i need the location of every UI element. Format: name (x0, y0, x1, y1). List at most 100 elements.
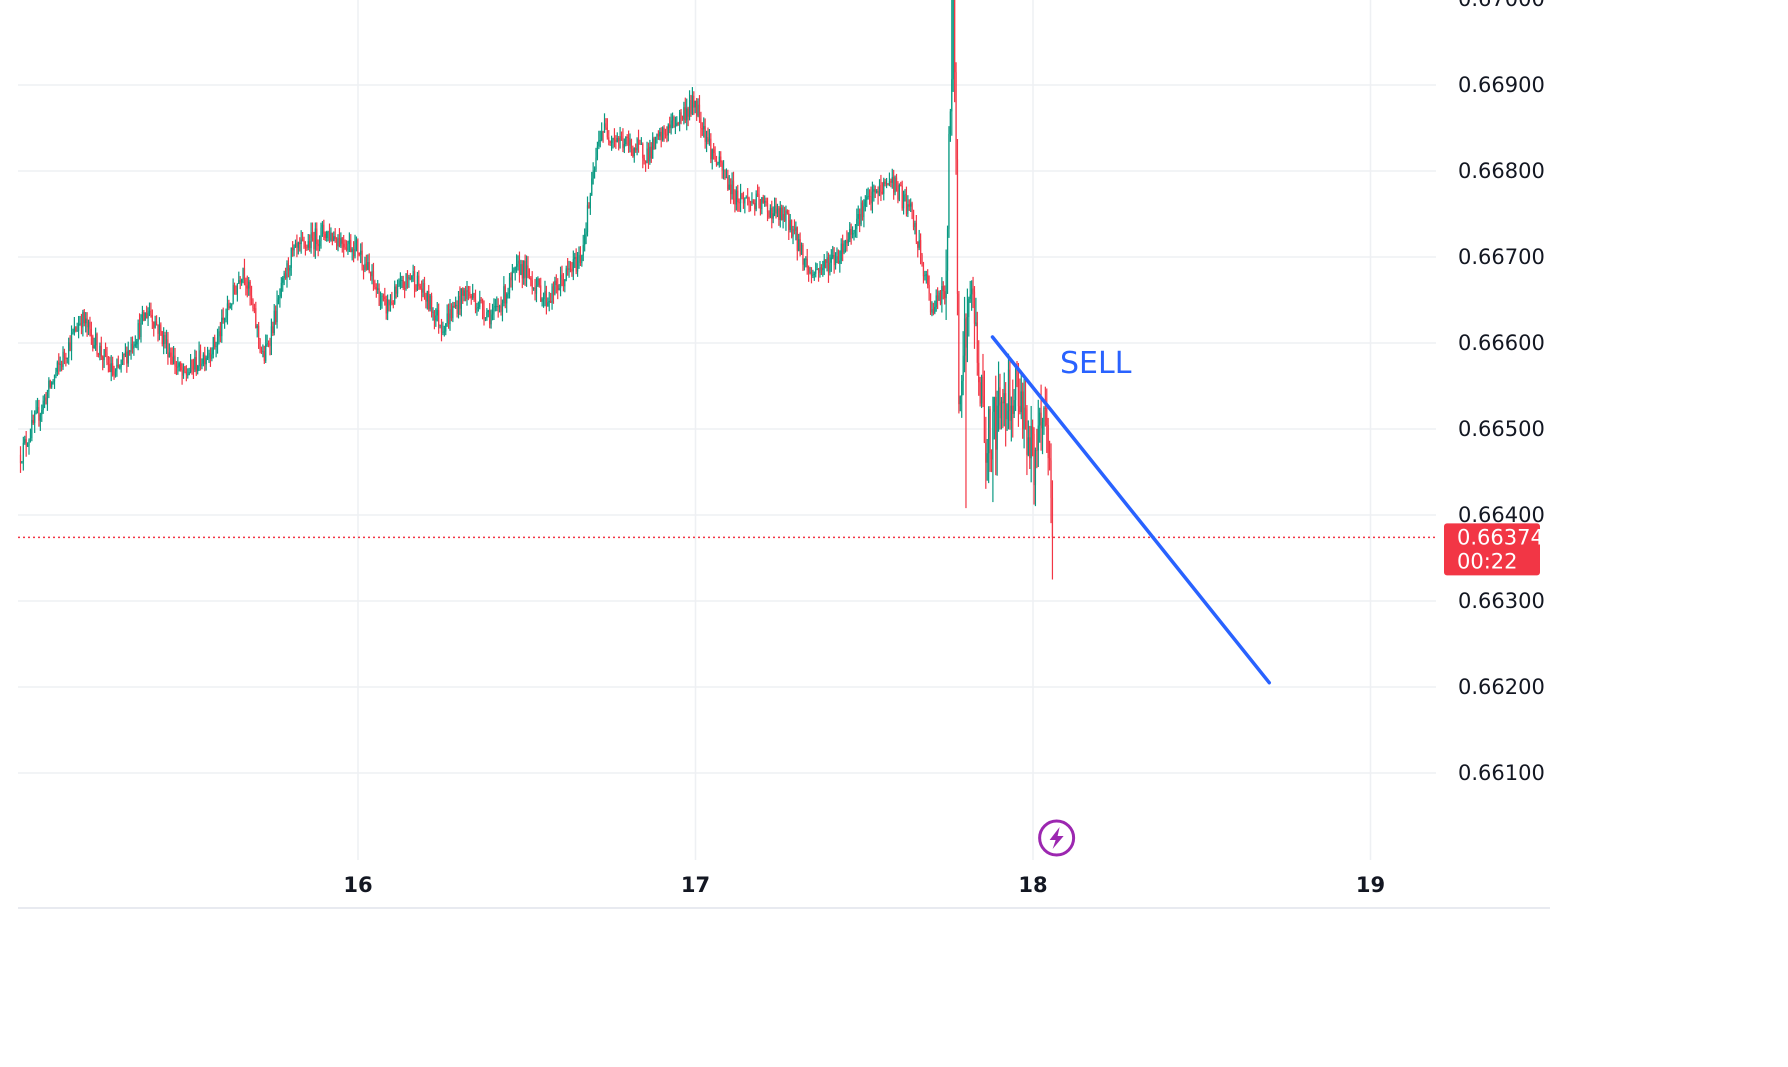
candle (277, 295, 280, 305)
candle (765, 197, 767, 207)
candle (687, 106, 689, 127)
y-tick-label: 0.66500 (1458, 417, 1545, 441)
candle (554, 276, 556, 296)
candle (796, 226, 798, 261)
price-tag-background (1444, 523, 1540, 576)
candle (22, 436, 24, 471)
candle (815, 262, 817, 278)
candle (133, 341, 135, 356)
candle (460, 288, 462, 317)
lightning-icon[interactable] (1038, 819, 1076, 857)
candle (900, 181, 902, 187)
candle (43, 394, 46, 409)
candle (822, 260, 824, 277)
candle (725, 168, 728, 179)
candle (429, 293, 431, 312)
candle (654, 136, 657, 150)
candle (542, 292, 545, 308)
candle (301, 231, 304, 242)
candle (531, 271, 533, 295)
candle (55, 367, 57, 379)
candle (965, 313, 967, 509)
candle (1046, 388, 1048, 453)
candle (123, 353, 125, 366)
candle (324, 231, 326, 242)
candle (326, 230, 328, 242)
candle (1051, 480, 1054, 580)
candle (836, 247, 838, 264)
candle (161, 330, 163, 347)
candle (418, 270, 420, 290)
candle (745, 195, 747, 199)
candle (514, 266, 516, 281)
candle (691, 87, 693, 116)
candle (623, 138, 625, 154)
candle (1010, 396, 1012, 442)
candle (920, 233, 922, 265)
candle (775, 197, 777, 219)
candle (636, 137, 638, 156)
candle (401, 275, 403, 289)
candle (164, 331, 166, 349)
candle (435, 308, 437, 327)
candle (972, 276, 974, 309)
candle (421, 280, 423, 302)
sell-trendline[interactable] (990, 335, 1271, 685)
candle (96, 332, 98, 357)
candle (381, 293, 383, 309)
candle (56, 360, 58, 377)
candle (629, 133, 631, 153)
candle (851, 226, 854, 239)
candle (321, 221, 324, 237)
candle (443, 325, 445, 337)
candle (473, 292, 475, 302)
candle (1006, 403, 1008, 431)
candle (720, 151, 722, 167)
candle (871, 181, 874, 214)
candle (232, 278, 234, 305)
event-marker-bolt (1049, 827, 1064, 849)
candle (474, 289, 477, 314)
candle (129, 349, 131, 356)
candle (270, 318, 272, 356)
candle (178, 361, 180, 372)
candle (151, 309, 153, 329)
price-chart[interactable]: SELL 0.66100 0.66200 0.66300 0.66400 0.66500… (0, 0, 1560, 930)
candle (341, 237, 343, 253)
candle (683, 101, 685, 125)
candle (364, 256, 366, 273)
candle (739, 183, 742, 213)
candle (311, 222, 314, 242)
candle (300, 230, 302, 254)
candle (226, 295, 229, 325)
candle (348, 232, 350, 253)
candle (1007, 353, 1010, 430)
candle (782, 205, 784, 229)
candle (1024, 378, 1027, 430)
candle (423, 276, 426, 300)
candle (1000, 397, 1003, 430)
candle (140, 314, 142, 343)
candle (971, 280, 973, 311)
candle (860, 196, 862, 227)
candle (290, 247, 292, 276)
candle (949, 108, 951, 142)
y-tick-label: 0.66600 (1458, 331, 1545, 355)
candle (663, 125, 665, 142)
candle (361, 242, 363, 271)
candle (296, 234, 298, 258)
candle (394, 280, 396, 305)
candle (137, 319, 139, 351)
candle (742, 191, 745, 209)
candle (51, 381, 53, 389)
candle (904, 189, 906, 202)
candle (982, 353, 984, 408)
candle (776, 203, 779, 218)
candle (275, 305, 277, 325)
candle (121, 352, 124, 366)
candle (820, 264, 822, 275)
candle (681, 115, 684, 121)
candle (649, 139, 651, 165)
candle (46, 389, 49, 411)
candle (340, 232, 342, 248)
